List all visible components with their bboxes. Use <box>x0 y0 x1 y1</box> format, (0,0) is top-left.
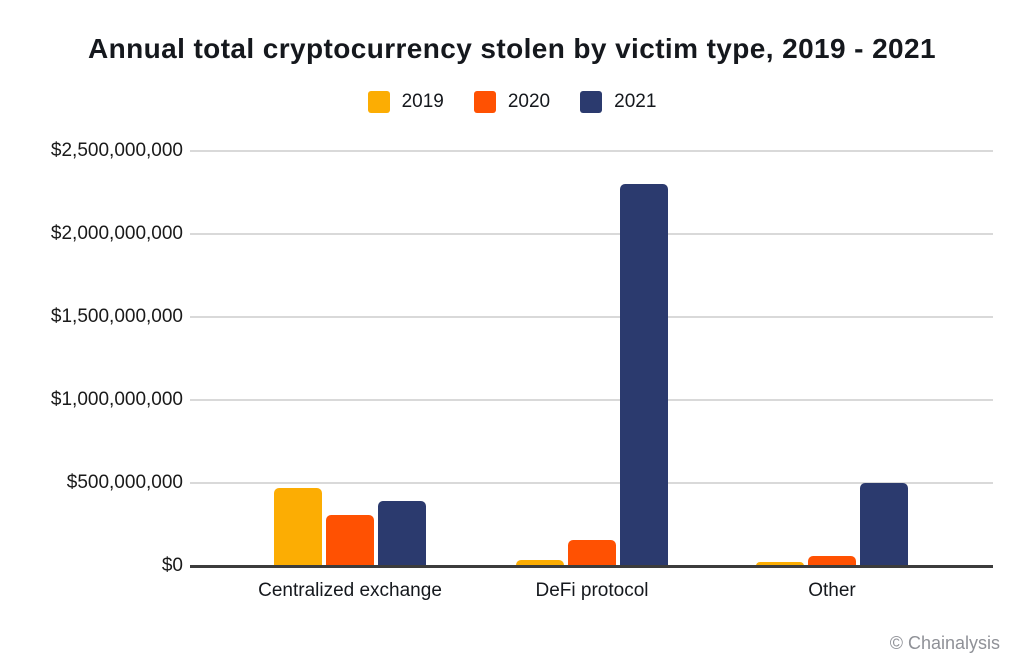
legend-label: 2021 <box>614 91 657 112</box>
y-axis-tick-label: $1,000,000,000 <box>50 389 183 410</box>
legend-item-2019: 2019 <box>367 91 444 113</box>
legend-swatch-2021 <box>580 91 603 113</box>
x-axis-line <box>190 565 993 568</box>
legend-label: 2019 <box>401 91 444 112</box>
y-axis-tick-label: $2,500,000,000 <box>50 140 183 161</box>
bar-2019-DeFi protocol <box>516 560 564 566</box>
bar-2021-Centralized exchange <box>378 501 426 566</box>
gridline-$1,500,000,000 <box>190 316 993 318</box>
bar-2020-DeFi protocol <box>568 540 616 566</box>
bar-2019-Other <box>756 562 804 566</box>
legend-item-2021: 2021 <box>580 91 656 113</box>
bar-2019-Centralized exchange <box>274 488 322 566</box>
gridline-$1,000,000,000 <box>190 399 993 401</box>
bar-2020-Other <box>808 556 856 566</box>
bar-group-DeFi protocol <box>516 151 668 566</box>
legend-swatch-2020 <box>473 91 496 113</box>
x-axis-category-label: Centralized exchange <box>258 580 442 601</box>
legend-label: 2020 <box>507 91 551 112</box>
x-axis-category-label: Other <box>808 580 856 601</box>
y-axis-tick-label: $0 <box>161 555 183 576</box>
bar-group-Other <box>756 151 908 566</box>
bar-group-Centralized exchange <box>274 151 426 566</box>
bar-2021-Other <box>860 483 908 566</box>
legend-item-2020: 2020 <box>473 91 551 113</box>
gridline-$2,500,000,000 <box>190 150 993 152</box>
attribution-text: © Chainalysis <box>889 633 1000 653</box>
y-axis-tick-label: $500,000,000 <box>66 472 183 493</box>
chart-legend: 2019 2020 2021 <box>0 91 1024 113</box>
gridline-$2,000,000,000 <box>190 233 993 235</box>
x-axis-category-label: DeFi protocol <box>535 580 649 601</box>
y-axis-tick-label: $2,000,000,000 <box>50 223 183 244</box>
chart-title: Annual total cryptocurrency stolen by vi… <box>88 33 936 64</box>
bar-2021-DeFi protocol <box>620 184 668 566</box>
gridline-$500,000,000 <box>190 482 993 484</box>
y-axis-tick-label: $1,500,000,000 <box>50 306 183 327</box>
legend-swatch-2019 <box>367 91 390 113</box>
bar-2020-Centralized exchange <box>326 515 374 566</box>
